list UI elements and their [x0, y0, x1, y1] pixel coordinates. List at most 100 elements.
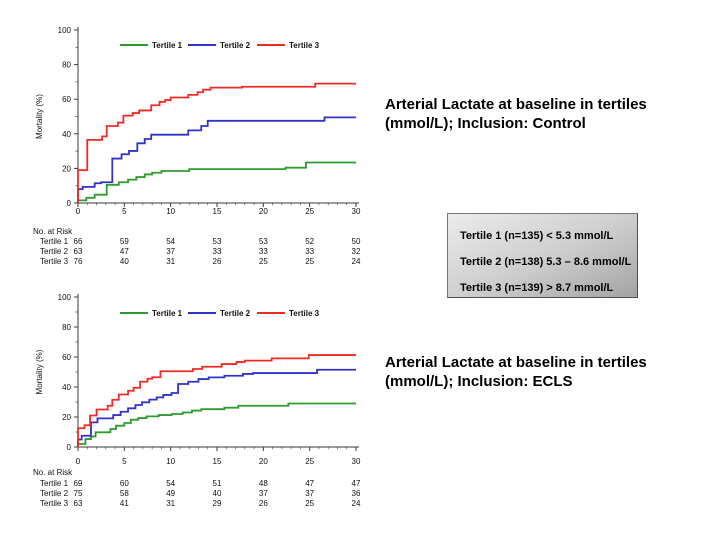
at-risk-value: 31	[166, 499, 175, 508]
at-risk-value: 31	[166, 257, 175, 266]
x-tick-label: 10	[166, 207, 175, 216]
x-tick-label: 10	[166, 457, 175, 466]
at-risk-value: 24	[352, 257, 361, 266]
y-tick-label: 20	[62, 413, 71, 422]
at-risk-value: 25	[305, 257, 314, 266]
at-risk-value: 47	[120, 247, 129, 256]
at-risk-value: 50	[352, 237, 361, 246]
at-risk-value: 25	[305, 499, 314, 508]
x-tick-label: 15	[213, 207, 222, 216]
axes: 0 20 40 60 80 100 0 5 10 15 20 25 30	[58, 293, 361, 466]
series-tertile-3	[77, 82, 356, 203]
series-tertile-1	[77, 161, 356, 203]
at-risk-value: 66	[74, 237, 83, 246]
series-tertile-2	[77, 116, 356, 203]
x-tick-label: 30	[352, 457, 361, 466]
at-risk-value: 54	[166, 237, 175, 246]
at-risk-value: 26	[259, 499, 268, 508]
series-tertile-3	[77, 354, 356, 447]
tertile-1-definition: Tertile 1 (n=135) < 5.3 mmol/L	[460, 230, 614, 242]
legend-label-2: Tertile 2	[220, 309, 251, 318]
at-risk-value: 63	[74, 499, 83, 508]
at-risk-value: 63	[74, 247, 83, 256]
y-axis-label: Mortality (%)	[35, 349, 44, 394]
at-risk-value: 48	[259, 479, 268, 488]
y-tick-label: 20	[62, 164, 71, 173]
km-chart-ecls: 0 20 40 60 80 100 0 5 10 15 20 25 30 Mortality (%) Ter…	[33, 293, 361, 508]
at-risk-title: No. at Risk	[33, 227, 73, 236]
x-tick-label: 0	[76, 457, 81, 466]
tertile-definition-box: Tertile 1 (n=135) < 5.3 mmol/L Tertile 2…	[447, 213, 638, 298]
x-tick-label: 30	[352, 207, 361, 216]
at-risk-value: 36	[352, 489, 361, 498]
at-risk-row-label: Tertile 3	[40, 257, 69, 266]
y-tick-label: 60	[62, 95, 71, 104]
y-tick-label: 0	[67, 443, 72, 452]
at-risk-row-label: Tertile 1	[40, 237, 69, 246]
at-risk-value: 33	[213, 247, 222, 256]
at-risk-value: 51	[213, 479, 222, 488]
x-tick-label: 25	[305, 207, 314, 216]
x-tick-label: 0	[76, 207, 81, 216]
legend-label-3: Tertile 3	[289, 41, 320, 50]
at-risk-value: 52	[305, 237, 314, 246]
at-risk-value: 40	[120, 257, 129, 266]
at-risk-value: 54	[166, 479, 175, 488]
km-chart-control: 0 20 40 60 80 100 0 5 10 15 20 25 30 Mortality (%) Ter…	[33, 26, 361, 266]
series-tertile-2	[77, 368, 356, 447]
at-risk-value: 75	[74, 489, 83, 498]
at-risk-title: No. at Risk	[33, 468, 73, 477]
at-risk-value: 60	[120, 479, 129, 488]
at-risk-value: 53	[259, 237, 268, 246]
y-tick-label: 100	[58, 293, 72, 302]
heading-ecls-line1: Arterial Lactate at baseline in tertiles	[385, 354, 647, 371]
tertile-3-definition: Tertile 3 (n=139) > 8.7 mmol/L	[460, 282, 614, 294]
series-tertile-1	[77, 402, 356, 447]
x-tick-label: 20	[259, 457, 268, 466]
y-tick-label: 80	[62, 61, 71, 70]
at-risk-value: 41	[120, 499, 129, 508]
at-risk-row-label: Tertile 1	[40, 479, 69, 488]
y-tick-label: 40	[62, 130, 71, 139]
at-risk-value: 32	[352, 247, 361, 256]
legend-label-3: Tertile 3	[289, 309, 320, 318]
at-risk-value: 58	[120, 489, 129, 498]
at-risk-value: 76	[74, 257, 83, 266]
x-tick-label: 5	[122, 457, 127, 466]
at-risk-value: 49	[166, 489, 175, 498]
at-risk-value: 37	[259, 489, 268, 498]
y-tick-label: 0	[67, 199, 72, 208]
axes: 0 20 40 60 80 100 0 5 10 15 20 25 30	[58, 26, 361, 216]
y-tick-label: 60	[62, 353, 71, 362]
at-risk-value: 25	[259, 257, 268, 266]
at-risk-row-label: Tertile 3	[40, 499, 69, 508]
x-tick-label: 15	[213, 457, 222, 466]
at-risk-value: 47	[352, 479, 361, 488]
y-tick-label: 100	[58, 26, 72, 35]
at-risk-value: 53	[213, 237, 222, 246]
x-tick-label: 20	[259, 207, 268, 216]
at-risk-value: 24	[352, 499, 361, 508]
at-risk-value: 47	[305, 479, 314, 488]
legend-label-2: Tertile 2	[220, 41, 251, 50]
legend: Tertile 1 Tertile 2 Tertile 3	[120, 41, 320, 50]
heading-control-line1: Arterial Lactate at baseline in tertiles	[385, 96, 647, 113]
at-risk-value: 29	[213, 499, 222, 508]
legend-label-1: Tertile 1	[152, 41, 183, 50]
at-risk-row-label: Tertile 2	[40, 489, 69, 498]
at-risk-value: 33	[259, 247, 268, 256]
at-risk-value: 33	[305, 247, 314, 256]
at-risk-value: 37	[166, 247, 175, 256]
at-risk-value: 69	[74, 479, 83, 488]
at-risk-value: 26	[213, 257, 222, 266]
y-tick-label: 80	[62, 323, 71, 332]
legend: Tertile 1 Tertile 2 Tertile 3	[120, 309, 320, 318]
x-tick-label: 25	[305, 457, 314, 466]
heading-ecls-line2: (mmol/L); Inclusion: ECLS	[385, 373, 573, 390]
at-risk-value: 40	[213, 489, 222, 498]
heading-control: Arterial Lactate at baseline in tertiles…	[385, 95, 647, 133]
heading-ecls: Arterial Lactate at baseline in tertiles…	[385, 353, 647, 391]
at-risk-table: No. at Risk Tertile 1 69 60 54 51 48 47 47 Tertil…	[33, 468, 361, 508]
